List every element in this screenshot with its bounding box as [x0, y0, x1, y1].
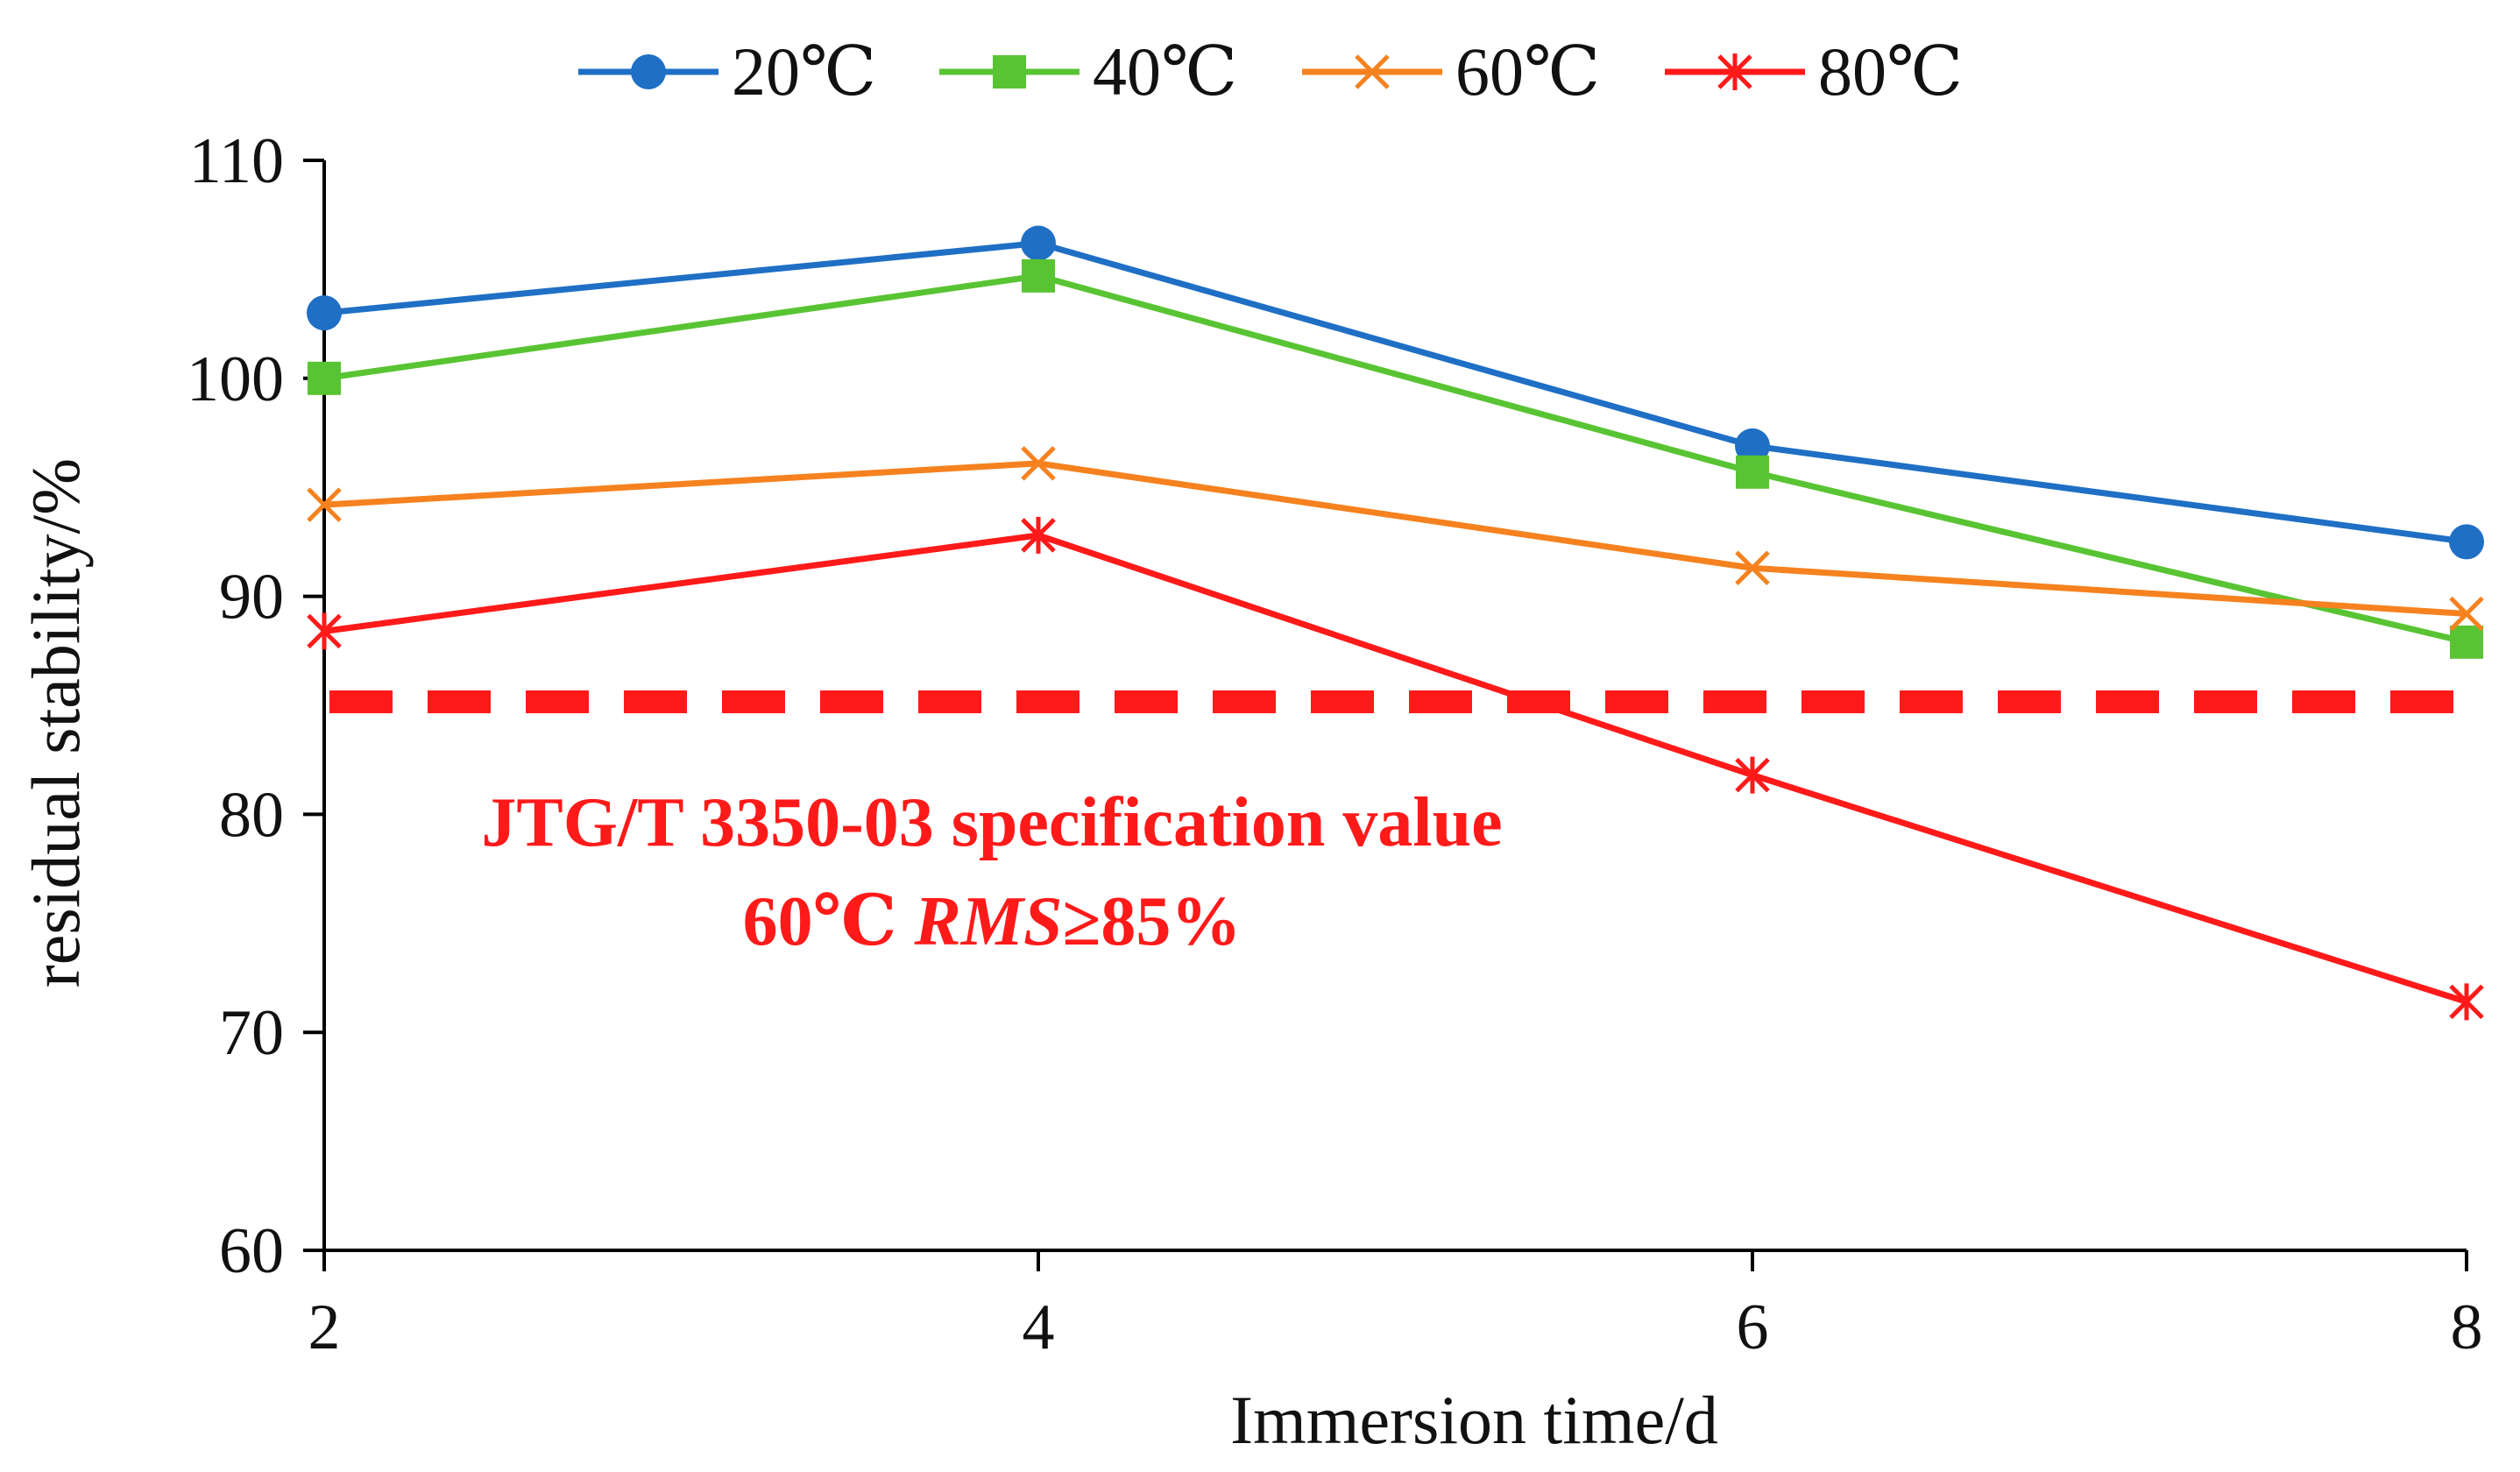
legend-label-2: 60℃ [1455, 33, 1600, 110]
x-tick-label-2: 2 [308, 1292, 341, 1363]
legend-label-0: 20℃ [732, 33, 876, 110]
legend-marker-1 [993, 55, 1026, 88]
series-3-point-0 [307, 612, 342, 650]
annotation-line-2-prefix: 60℃ [743, 883, 915, 960]
x-axis-label: Immersion time/d [1230, 1382, 1718, 1458]
legend-marker-0 [631, 54, 666, 89]
series-0-point-2 [1735, 428, 1770, 464]
series-2-point-2 [1735, 550, 1770, 586]
y-tick-label-110: 110 [189, 125, 284, 197]
series-3-point-1 [1021, 516, 1056, 554]
series-3-point-3 [2449, 983, 2484, 1021]
legend-marker-2 [1355, 54, 1390, 89]
annotation-line-2-suffix: ≥85% [1062, 883, 1241, 960]
series-3-point-2 [1735, 756, 1770, 794]
y-tick-label-100: 100 [187, 343, 284, 415]
series-1-point-2 [1736, 455, 1769, 489]
series-1-point-0 [308, 361, 341, 395]
series-3 [307, 516, 2484, 1021]
y-tick-label-70: 70 [219, 997, 284, 1069]
series-2 [307, 446, 2484, 632]
y-tick-label-80: 80 [219, 779, 284, 851]
legend: 20℃ 40℃ 60℃ 80℃ [578, 33, 1963, 110]
series-0 [307, 225, 2484, 560]
legend-item-2: 60℃ [1302, 33, 1600, 110]
series-0-point-0 [307, 295, 342, 331]
series-2-point-1 [1021, 446, 1056, 481]
legend-label-1: 40℃ [1093, 33, 1237, 110]
series-group [307, 225, 2484, 1021]
legend-item-3: 80℃ [1665, 33, 1963, 110]
series-line-2 [323, 460, 2467, 617]
annotation-line-2-italic: RMS [913, 883, 1062, 960]
series-line-0 [323, 240, 2467, 545]
legend-label-3: 80℃ [1818, 33, 1963, 110]
series-0-point-3 [2449, 524, 2484, 560]
legend-item-0: 20℃ [578, 33, 876, 110]
series-line-3 [323, 532, 2468, 1005]
x-tick-label-4: 4 [1023, 1292, 1055, 1363]
x-tick-label-6: 6 [1737, 1292, 1769, 1363]
legend-item-1: 40℃ [939, 33, 1237, 110]
legend-marker-3 [1717, 53, 1752, 90]
series-2-point-0 [307, 487, 342, 522]
x-tick-label-8: 8 [2451, 1292, 2483, 1363]
y-axis-label: residual stability/% [18, 458, 94, 987]
series-1-point-1 [1022, 258, 1055, 293]
series-0-point-1 [1021, 225, 1056, 261]
y-tick-label-90: 90 [219, 562, 284, 633]
series-1-point-3 [2450, 625, 2483, 659]
x-axis: 2 4 6 8 [308, 1249, 2483, 1363]
y-axis: 60 70 80 90 100 110 [187, 125, 326, 1287]
series-1 [308, 258, 2483, 659]
series-line-1 [323, 272, 2467, 646]
annotation-line-1: JTG/T 3350-03 specification value [481, 784, 1502, 861]
series-2-point-3 [2449, 596, 2484, 632]
annotation: JTG/T 3350-03 specification value 60℃ RM… [481, 784, 1502, 960]
annotation-line-2: 60℃ RMS≥85% [743, 883, 1242, 960]
y-tick-label-60: 60 [219, 1215, 284, 1287]
